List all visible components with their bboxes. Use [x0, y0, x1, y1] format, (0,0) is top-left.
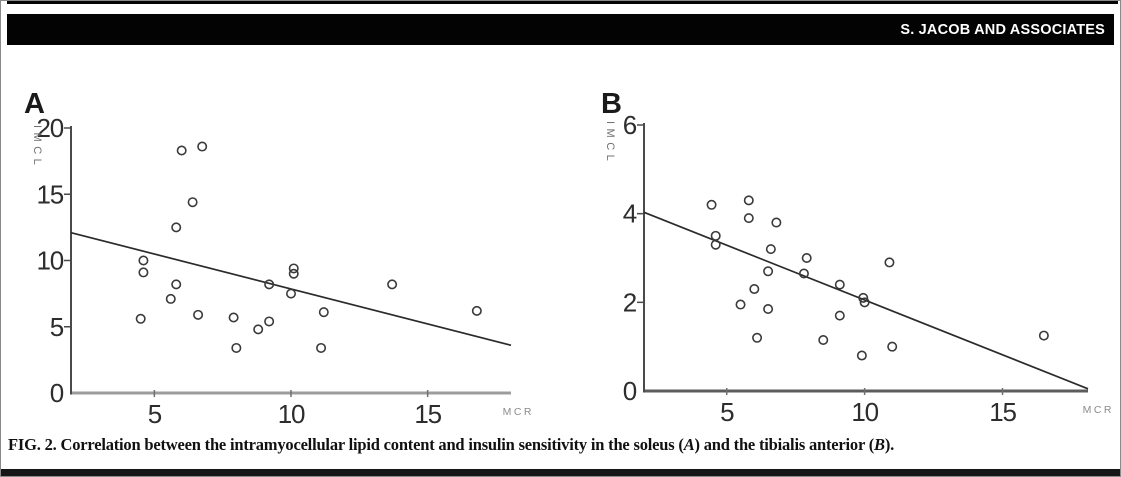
data-point [288, 263, 299, 274]
y-tick-label: 15 [36, 179, 63, 209]
data-point [859, 297, 870, 308]
data-point [749, 284, 760, 295]
caption-text-end: ). [884, 435, 895, 454]
data-point [253, 324, 264, 335]
data-point [288, 268, 299, 279]
data-point [887, 341, 898, 352]
data-point [318, 307, 329, 318]
x-tick-label: 10 [851, 397, 878, 427]
data-point [135, 313, 146, 324]
caption-panel-b-ref: B [874, 435, 885, 454]
panel-label: B [601, 88, 622, 120]
x-axis-label: MCR [503, 406, 534, 418]
data-point [765, 244, 776, 255]
data-point [763, 266, 774, 277]
caption-text-lead: FIG. 2. Correlation between the intramyo… [8, 435, 684, 454]
data-point [743, 195, 754, 206]
running-head: S. JACOB AND ASSOCIATES [900, 21, 1105, 38]
data-point [710, 230, 721, 241]
x-tick-label: 15 [414, 399, 441, 429]
data-point [285, 288, 296, 299]
data-point [818, 335, 829, 346]
plot-a: 0 5 10 15 20 5 10 15 A IMCL MCR [24, 88, 534, 429]
y-tick-label: 6 [623, 110, 637, 140]
y-axis-label: IMCL [31, 125, 43, 169]
data-point [176, 145, 187, 156]
x-tick-label: 5 [148, 399, 162, 429]
data-point [138, 255, 149, 266]
top-rule [7, 1, 1118, 4]
x-tick-label: 15 [989, 397, 1016, 427]
data-point [228, 312, 239, 323]
y-tick-label: 0 [623, 376, 637, 406]
data-point [858, 292, 869, 303]
data-point [735, 299, 746, 310]
y-tick-label: 20 [36, 113, 63, 143]
y-tick-label: 2 [623, 287, 637, 317]
y-tick-label: 0 [50, 378, 64, 408]
data-point [743, 213, 754, 224]
x-tick-label: 10 [278, 399, 305, 429]
caption-text-mid: ) and the tibialis anterior ( [694, 435, 875, 454]
data-point [264, 316, 275, 327]
data-point [193, 309, 204, 320]
data-point [231, 342, 242, 353]
data-point [752, 332, 763, 343]
data-point [834, 279, 845, 290]
data-point [834, 310, 845, 321]
data-point [884, 257, 895, 268]
data-point [187, 197, 198, 208]
data-point [856, 350, 867, 361]
data-point [763, 303, 774, 314]
bottom-rule [1, 469, 1120, 476]
x-axis-label: MCR [1083, 404, 1114, 416]
panel-label: A [24, 88, 45, 120]
data-point [771, 217, 782, 228]
data-point [165, 293, 176, 304]
y-tick-label: 4 [623, 199, 637, 229]
data-point [197, 141, 208, 152]
x-tick-label: 5 [720, 397, 734, 427]
data-point [706, 199, 717, 210]
data-point [710, 239, 721, 250]
data-point [264, 279, 275, 290]
y-tick-label: 5 [50, 312, 64, 342]
figure-caption: FIG. 2. Correlation between the intramyo… [8, 435, 894, 455]
y-axis-label: IMCL [604, 121, 616, 165]
data-point [171, 279, 182, 290]
data-point [387, 279, 398, 290]
data-point [801, 253, 812, 264]
data-point [316, 342, 327, 353]
data-point [171, 222, 182, 233]
running-head-bar: S. JACOB AND ASSOCIATES [7, 14, 1114, 45]
data-point [471, 305, 482, 316]
y-tick-label: 10 [36, 246, 63, 276]
data-point [1038, 330, 1049, 341]
data-point [798, 268, 809, 279]
caption-panel-a-ref: A [683, 435, 695, 454]
data-point [138, 267, 149, 278]
